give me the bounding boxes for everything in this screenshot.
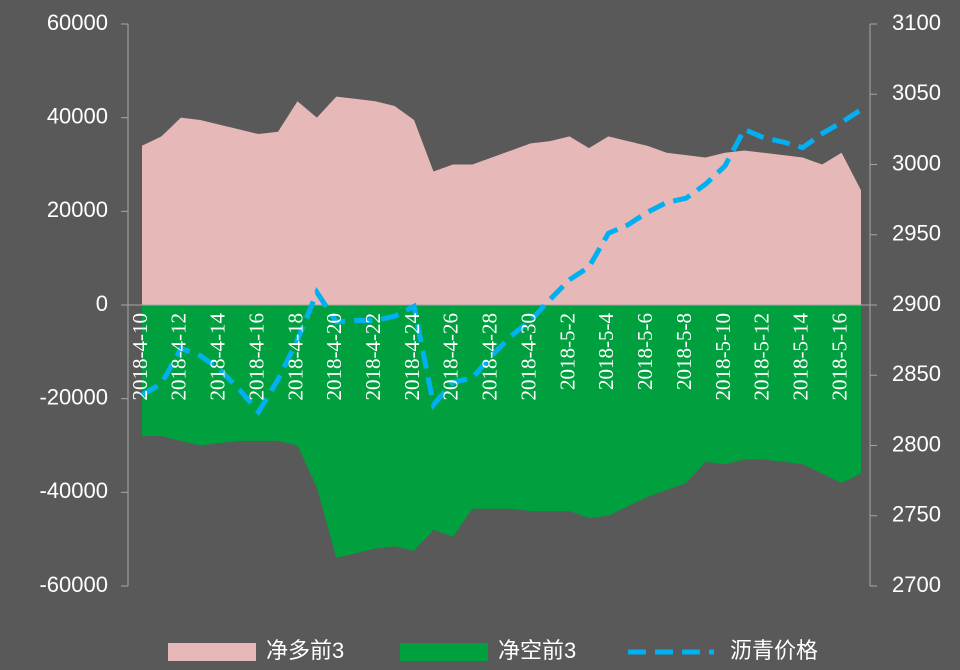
x-tick-label: 2018-4-10	[128, 313, 152, 401]
x-tick-label: 2018-4-24	[400, 313, 424, 401]
y-tick-label: 40000	[47, 103, 108, 128]
x-tick-label: 2018-5-4	[594, 313, 618, 390]
y2-tick-label: 2850	[892, 361, 941, 386]
legend-swatch	[168, 643, 256, 661]
area	[142, 305, 861, 558]
y2-tick-label: 3100	[892, 10, 941, 35]
y2-tick-label: 2700	[892, 572, 941, 597]
x-tick-label: 2018-4-30	[516, 313, 540, 401]
y-tick-label: 60000	[47, 10, 108, 35]
y2-tick-label: 2800	[892, 431, 941, 456]
legend-label: 净多前3	[266, 638, 344, 663]
x-tick-label: 2018-5-16	[827, 313, 851, 401]
x-tick-label: 2018-4-14	[206, 313, 230, 401]
y-tick-label: -40000	[39, 478, 108, 503]
y2-tick-label: 2950	[892, 221, 941, 246]
x-tick-label: 2018-5-14	[789, 313, 813, 401]
y-tick-label: 20000	[47, 197, 108, 222]
legend-swatch	[400, 643, 488, 661]
x-tick-label: 2018-4-28	[478, 313, 502, 401]
x-tick-label: 2018-4-20	[322, 313, 346, 401]
x-tick-label: 2018-5-10	[711, 313, 735, 401]
x-tick-label: 2018-4-26	[439, 313, 463, 401]
x-tick-label: 2018-4-16	[244, 313, 268, 401]
y-tick-label: -60000	[39, 572, 108, 597]
y2-tick-label: 2900	[892, 291, 941, 316]
y2-tick-label: 3000	[892, 150, 941, 175]
y-tick-label: 0	[96, 291, 108, 316]
x-tick-label: 2018-5-12	[750, 313, 774, 401]
x-tick-label: 2018-4-18	[283, 313, 307, 401]
legend-label: 净空前3	[498, 638, 576, 663]
y2-tick-label: 3050	[892, 80, 941, 105]
y-tick-label: -20000	[39, 384, 108, 409]
price-line	[140, 107, 863, 417]
x-tick-label: 2018-4-22	[361, 313, 385, 401]
areas	[142, 96, 861, 558]
y2-tick-label: 2750	[892, 502, 941, 527]
x-tick-label: 2018-5-6	[633, 313, 657, 390]
legend-label: 沥青价格	[730, 638, 818, 663]
x-tick-label: 2018-4-12	[167, 313, 191, 401]
axes	[121, 23, 877, 587]
x-tick-label: 2018-5-8	[672, 313, 696, 390]
x-tick-label: 2018-5-2	[555, 313, 579, 390]
area	[142, 96, 861, 305]
